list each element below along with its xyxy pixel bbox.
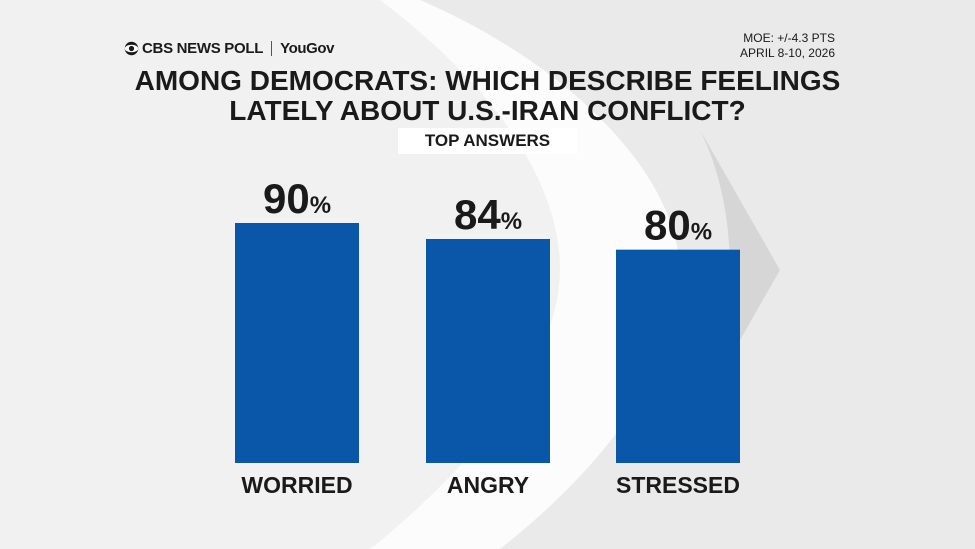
value-label-angry: 84% [454, 191, 522, 238]
brand-cbs: CBS NEWS POLL [142, 39, 264, 57]
margin-of-error: MOE: +/-4.3 PTS [743, 31, 835, 45]
brand-divider [271, 40, 273, 56]
brand-partner: YouGov [280, 39, 335, 57]
value-label-stressed: 80% [644, 202, 712, 249]
category-label-angry: ANGRY [447, 472, 529, 498]
brand-bar: CBS NEWS POLL YouGov [124, 37, 335, 59]
poll-dates: APRIL 8-10, 2026 [740, 46, 835, 60]
chart-title: AMONG DEMOCRATS: WHICH DESCRIBE FEELINGS… [0, 66, 975, 126]
category-label-stressed: STRESSED [616, 472, 740, 498]
bar-stressed [616, 249, 740, 463]
subtitle-badge: TOP ANSWERS [398, 128, 577, 154]
value-label-worried: 90% [263, 175, 331, 222]
chart-title-line-1: AMONG DEMOCRATS: WHICH DESCRIBE FEELINGS [134, 65, 841, 96]
bar-worried [235, 223, 359, 463]
category-label-worried: WORRIED [241, 472, 352, 498]
bar-angry [426, 239, 550, 463]
cbs-eye-icon [124, 41, 139, 55]
chart-title-line-2: LATELY ABOUT U.S.-IRAN CONFLICT? [229, 95, 746, 126]
poll-meta: MOE: +/-4.3 PTS APRIL 8-10, 2026 [740, 31, 835, 61]
